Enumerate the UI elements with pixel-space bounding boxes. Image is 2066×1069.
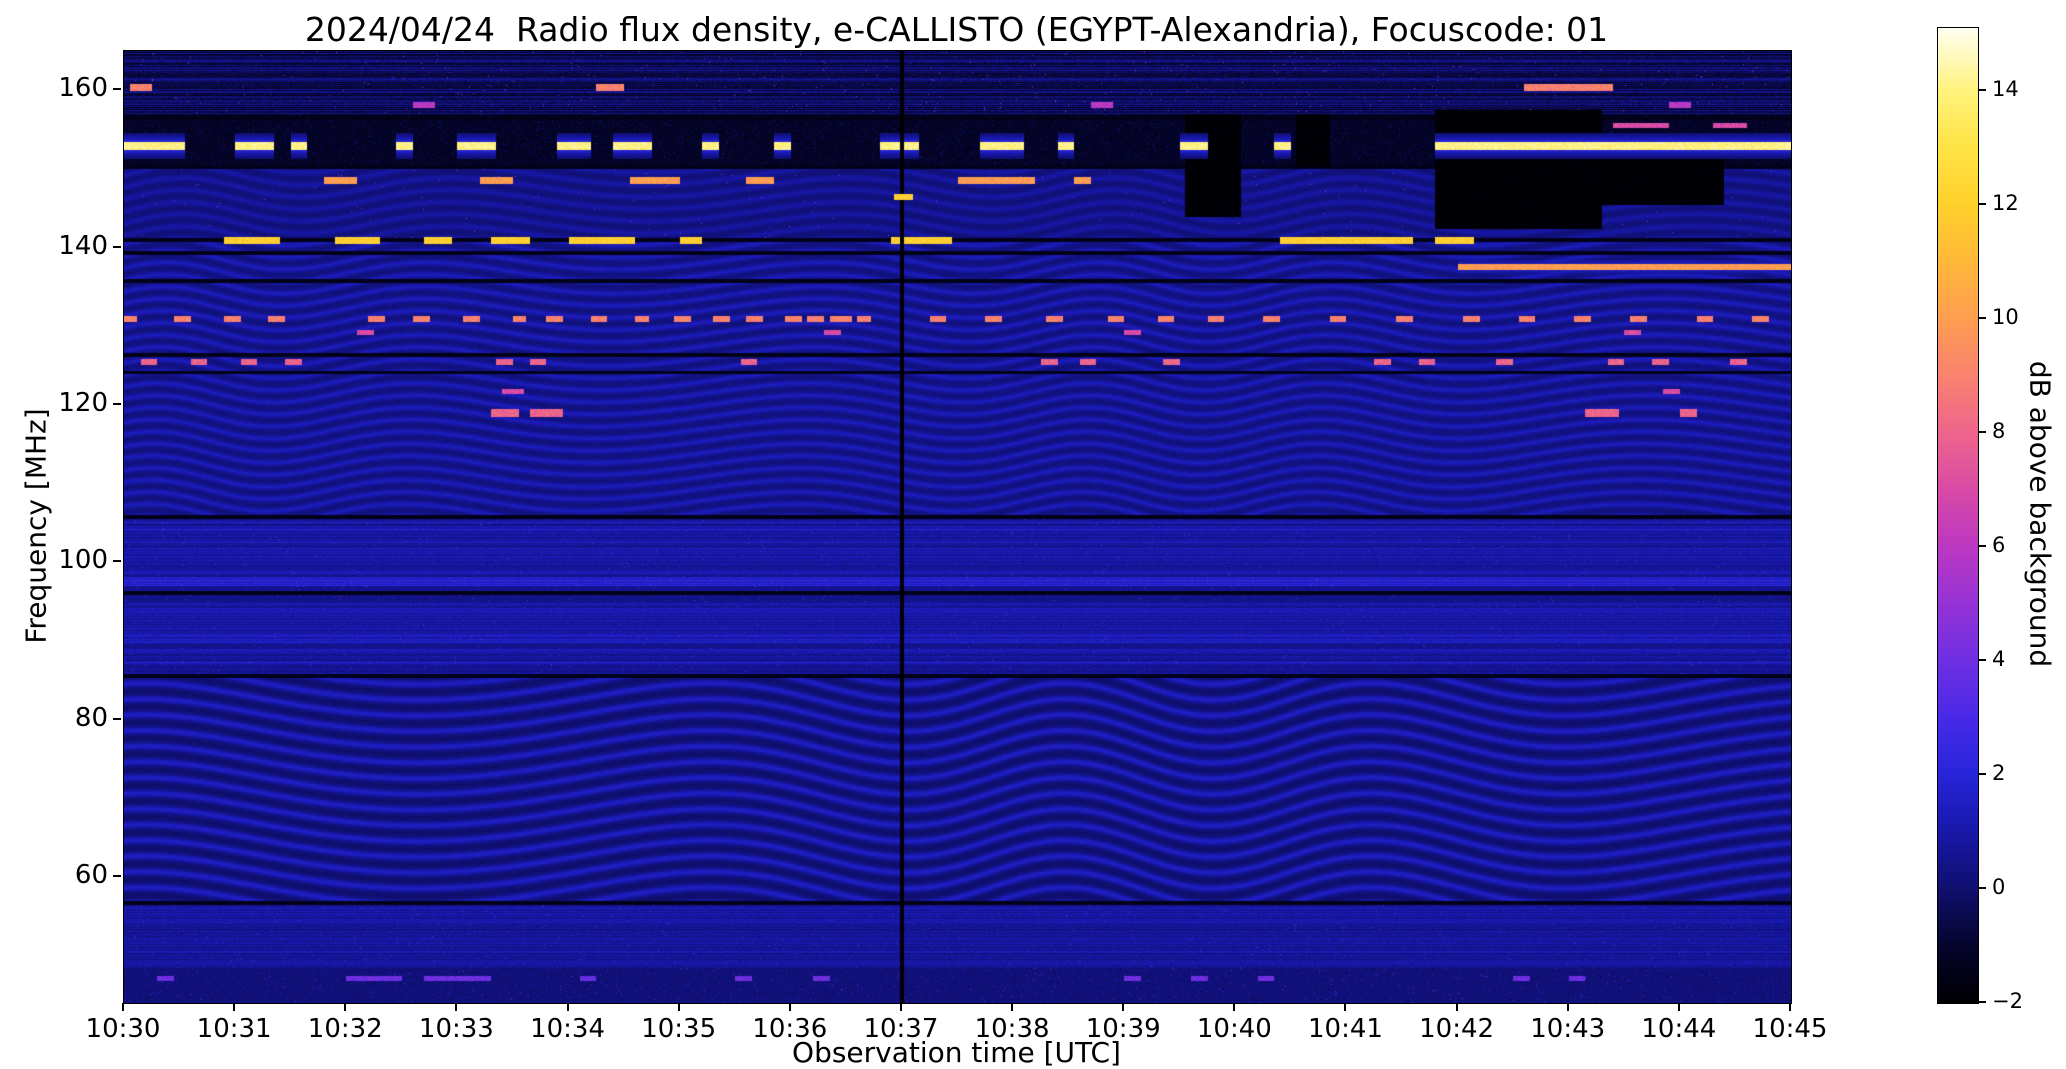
- y-tick-label: 140: [58, 230, 108, 261]
- colorbar-tick-mark: [1979, 430, 1986, 433]
- x-tick-label: 10:35: [641, 1014, 717, 1044]
- x-tick-mark: [788, 1003, 791, 1011]
- y-tick-mark: [113, 88, 121, 91]
- y-tick-label: 80: [74, 702, 108, 733]
- x-tick-mark: [677, 1003, 680, 1011]
- x-tick-label: 10:34: [530, 1014, 605, 1044]
- colorbar-tick-label: 2: [1992, 760, 2006, 785]
- colorbar-tick-mark: [1979, 316, 1986, 319]
- colorbar-tick-mark: [1979, 658, 1986, 661]
- x-tick-label: 10:36: [752, 1014, 828, 1044]
- x-tick-mark: [1455, 1003, 1458, 1011]
- x-tick-label: 10:45: [1752, 1014, 1828, 1044]
- colorbar-tick-label: 8: [1992, 418, 2006, 443]
- colorbar-tick-label: 0: [1992, 874, 2006, 899]
- x-tick-label: 10:42: [1419, 1014, 1495, 1044]
- colorbar-label: dB above background: [2023, 360, 2057, 668]
- x-tick-mark: [122, 1003, 124, 1011]
- x-tick-mark: [1233, 1003, 1236, 1011]
- colorbar-tick-mark: [1979, 544, 1986, 547]
- colorbar-tick-label: 14: [1992, 76, 2019, 101]
- x-tick-label: 10:40: [1196, 1014, 1272, 1044]
- x-tick-mark: [1789, 1003, 1791, 1011]
- x-tick-label: 10:39: [1085, 1014, 1161, 1044]
- spectrogram-canvas: [123, 50, 1792, 1004]
- colorbar-tick-label: −2: [1992, 989, 2023, 1013]
- x-tick-mark: [899, 1003, 902, 1011]
- y-tick-mark: [113, 560, 121, 563]
- y-tick-mark: [113, 875, 121, 878]
- colorbar-tick-label: 6: [1992, 532, 2006, 557]
- x-tick-label: 10:32: [307, 1014, 383, 1044]
- x-tick-label: 10:38: [974, 1014, 1050, 1044]
- x-tick-label: 10:30: [85, 1014, 161, 1044]
- y-tick-label: 100: [58, 545, 108, 576]
- colorbar-tick-mark: [1979, 886, 1986, 889]
- x-tick-mark: [1344, 1003, 1347, 1011]
- y-tick-mark: [113, 245, 121, 248]
- y-axis-label: Frequency [MHz]: [19, 408, 53, 644]
- x-tick-mark: [233, 1003, 236, 1011]
- colorbar-tick-mark: [1979, 202, 1986, 205]
- chart-title: 2024/04/24 Radio flux density, e-CALLIST…: [304, 10, 1609, 49]
- colorbar-tick-label: 10: [1992, 304, 2019, 329]
- x-tick-label: 10:31: [196, 1014, 272, 1044]
- x-tick-label: 10:43: [1530, 1014, 1606, 1044]
- x-tick-label: 10:41: [1307, 1014, 1383, 1044]
- x-axis-label: Observation time [UTC]: [792, 1036, 1121, 1069]
- colorbar-tick-label: 4: [1992, 646, 2006, 671]
- x-tick-mark: [566, 1003, 569, 1011]
- colorbar-tick-mark: [1979, 772, 1986, 775]
- x-tick-label: 10:44: [1641, 1014, 1717, 1044]
- x-tick-label: 10:37: [863, 1014, 939, 1044]
- y-tick-label: 60: [74, 860, 108, 891]
- colorbar-tick-mark: [1979, 88, 1986, 91]
- colorbar-tick-mark: [1979, 1001, 1986, 1003]
- y-tick-mark: [113, 717, 121, 720]
- y-tick-label: 160: [58, 73, 108, 104]
- x-tick-mark: [1122, 1003, 1125, 1011]
- colorbar-tick-label: 12: [1992, 190, 2019, 215]
- x-tick-mark: [1011, 1003, 1014, 1011]
- x-tick-label: 10:33: [418, 1014, 494, 1044]
- x-tick-mark: [455, 1003, 458, 1011]
- x-tick-mark: [1566, 1003, 1569, 1011]
- y-tick-label: 120: [58, 388, 108, 419]
- colorbar-canvas: [1937, 27, 1979, 1004]
- y-tick-mark: [113, 403, 121, 406]
- x-tick-mark: [1677, 1003, 1680, 1011]
- x-tick-mark: [344, 1003, 347, 1011]
